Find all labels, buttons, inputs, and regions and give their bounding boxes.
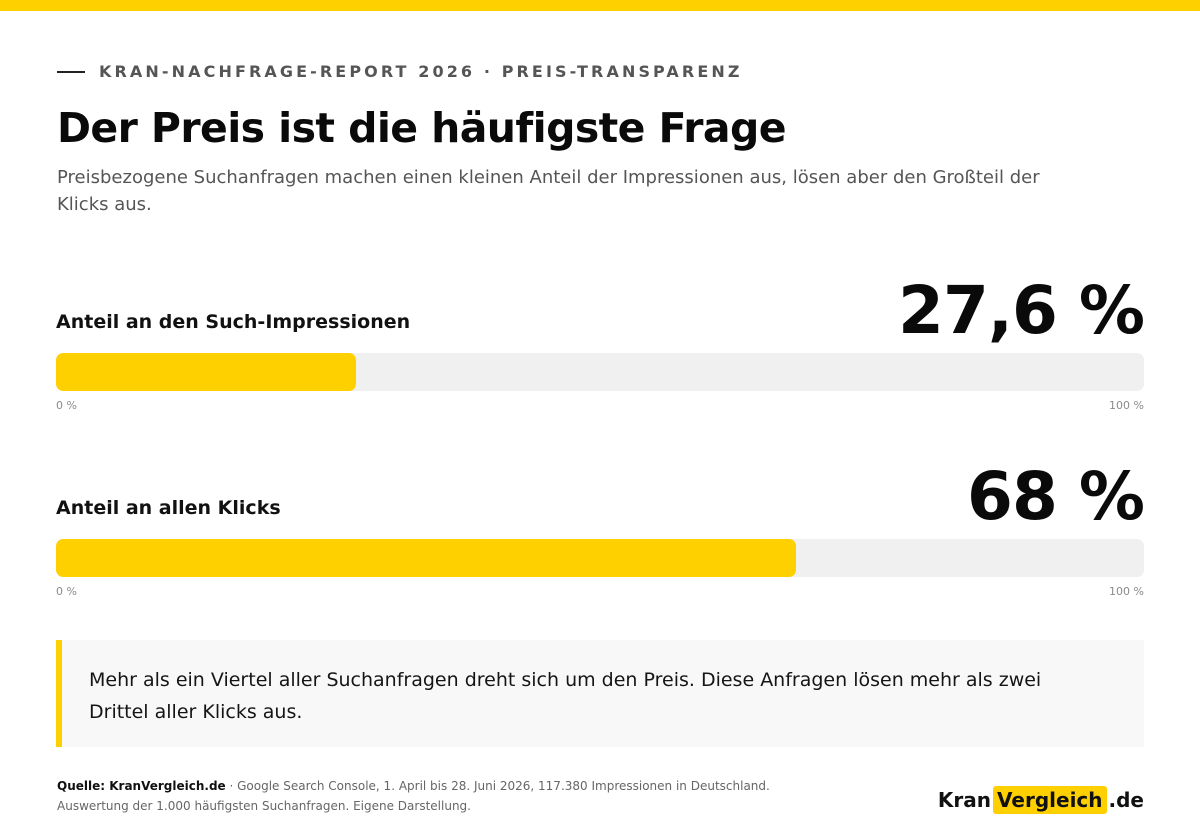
bar-scale: 0 % 100 % — [56, 399, 1144, 413]
callout-text: Mehr als ein Viertel aller Suchanfragen … — [89, 669, 1042, 723]
bar-value-label: 27,6 % — [898, 272, 1145, 349]
scale-max-label: 100 % — [1109, 399, 1144, 412]
callout-box: Mehr als ein Viertel aller Suchanfragen … — [56, 640, 1144, 747]
logo-part-de: .de — [1108, 788, 1144, 812]
bar-fill — [56, 539, 796, 577]
source-line-1: Quelle: KranVergleich.de · Google Search… — [57, 776, 917, 796]
chart-subtitle: Preisbezogene Suchanfragen machen einen … — [57, 167, 1040, 215]
bar-track — [56, 353, 1144, 391]
brand-logo: Kran Vergleich .de — [938, 783, 1144, 817]
kicker: KRAN-NACHFRAGE-REPORT 2026 · PREIS-TRANS… — [57, 62, 743, 81]
source-note: Quelle: KranVergleich.de · Google Search… — [57, 776, 917, 816]
logo-part-vergleich: Vergleich — [993, 786, 1107, 814]
kicker-text: KRAN-NACHFRAGE-REPORT 2026 · PREIS-TRANS… — [99, 62, 743, 81]
source-label: Quelle: KranVergleich.de — [57, 779, 226, 793]
logo-part-kran: Kran — [937, 788, 992, 812]
bar-label: Anteil an allen Klicks — [56, 497, 281, 519]
bar-fill — [56, 353, 357, 391]
scale-min-label: 0 % — [56, 585, 77, 598]
bar-track — [56, 539, 1144, 577]
bar-label: Anteil an den Such-Impressionen — [56, 311, 411, 333]
source-text: · Google Search Console, 1. April bis 28… — [225, 779, 770, 793]
metric-impressions: Anteil an den Such-Impressionen 27,6 % 0… — [56, 241, 1145, 412]
bar-value-label: 68 % — [967, 458, 1145, 535]
kicker-line — [57, 70, 85, 73]
top-accent-bar — [0, 0, 1200, 11]
chart-title: Der Preis ist die häufigste Frage — [57, 104, 787, 152]
metric-clicks: Anteil an allen Klicks 68 % 0 % 100 % — [56, 427, 1145, 598]
scale-max-label: 100 % — [1109, 585, 1144, 598]
source-line-2: Auswertung der 1.000 häufigsten Suchanfr… — [57, 799, 471, 813]
scale-min-label: 0 % — [56, 399, 77, 412]
bar-scale: 0 % 100 % — [56, 585, 1144, 599]
